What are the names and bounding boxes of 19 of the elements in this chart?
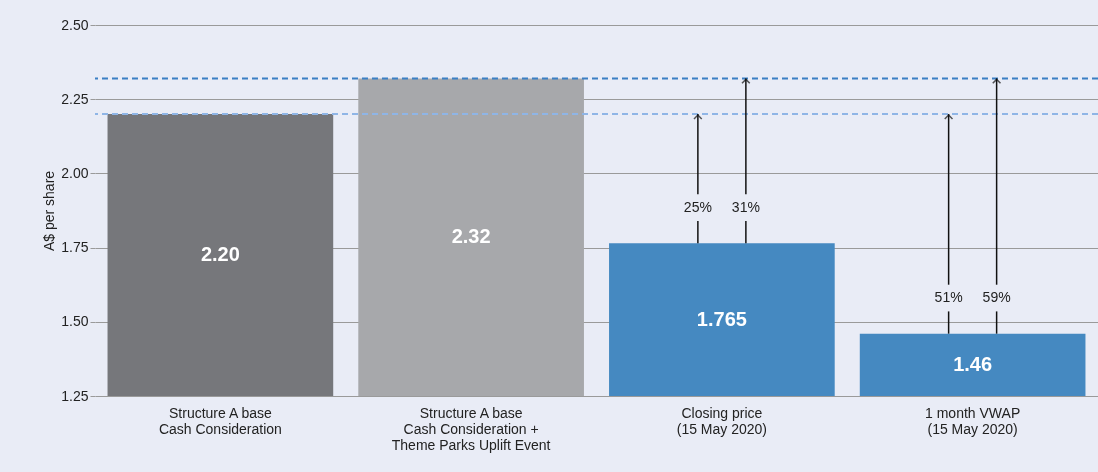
y-tick-label: 1.50 (61, 313, 89, 330)
annotation: 25% (683, 198, 712, 215)
annotation: 59% (982, 289, 1011, 306)
data-label: 2.20 (200, 243, 240, 266)
annotation: 51% (934, 289, 963, 306)
data-label: 1.765 (696, 307, 747, 330)
x-tick-label: Structure A base Cash Consideration (158, 404, 282, 437)
x-tick-label: Closing price (15 May 2020) (676, 404, 768, 437)
y-tick-label: 1.75 (61, 239, 89, 256)
data-label: 2.32 (451, 225, 491, 248)
y-tick-label: 2.00 (61, 164, 89, 181)
y-axis-title: A$ per share (41, 170, 58, 252)
y-tick-label: 2.50 (61, 16, 89, 33)
y-tick-label: 2.25 (61, 90, 89, 107)
annotation: 31% (731, 198, 760, 215)
x-tick-label: Structure A base Cash Consideration + Theme Parks Uplift Event (391, 404, 551, 453)
y-tick-label: 1.25 (61, 387, 89, 404)
x-tick-label: 1 month VWAP (15 May 2020) (925, 404, 1021, 437)
data-label: 1.46 (953, 352, 993, 375)
